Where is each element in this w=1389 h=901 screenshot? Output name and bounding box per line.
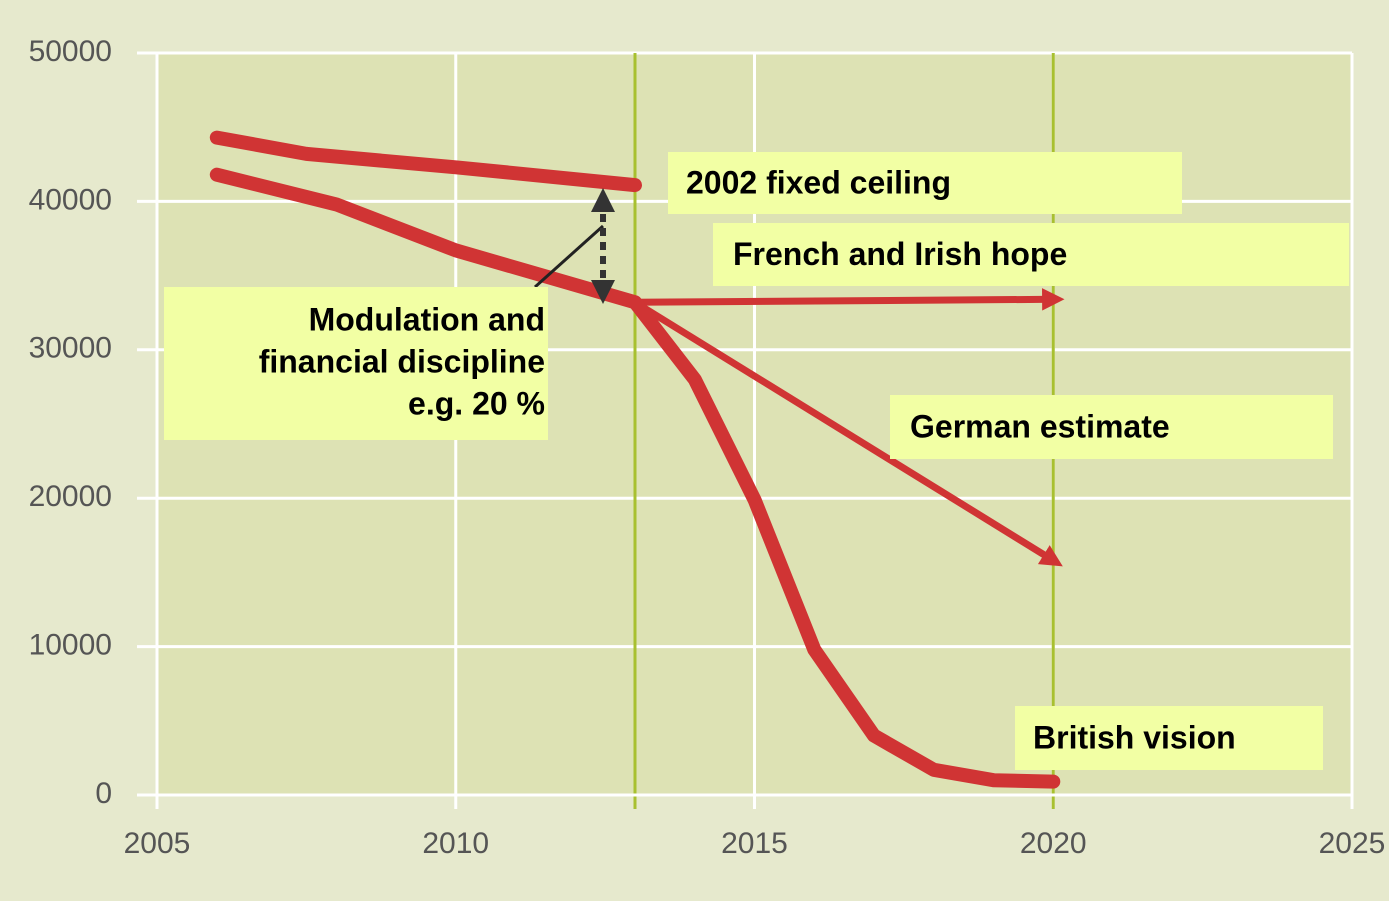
y-tick-label: 20000 (29, 480, 112, 513)
series-label: British vision (1033, 719, 1236, 755)
label-box (890, 395, 1333, 459)
series-line (628, 295, 1061, 789)
y-tick-label: 40000 (29, 183, 112, 216)
series-label: German estimate (910, 408, 1170, 444)
series-line (634, 288, 1065, 311)
label-box (668, 152, 1182, 214)
label-box (164, 287, 548, 440)
x-tick-label: 2005 (124, 827, 191, 860)
series-label: 2002 fixed ceiling (686, 164, 951, 200)
x-tick-label: 2020 (1020, 827, 1087, 860)
y-tick-label: 10000 (29, 629, 112, 662)
y-tick-label: 50000 (29, 35, 112, 68)
x-tick-label: 2025 (1319, 827, 1386, 860)
annotation: financial discipline (259, 343, 545, 379)
annotation: Modulation and (309, 301, 545, 337)
x-tick-label: 2010 (422, 827, 489, 860)
annotation: e.g. 20 % (408, 385, 545, 421)
x-tick-label: 2015 (721, 827, 788, 860)
series-label: French and Irish hope (733, 236, 1067, 272)
label-box (713, 223, 1349, 286)
y-tick-label: 30000 (29, 332, 112, 365)
y-tick-label: 0 (95, 777, 112, 810)
label-box (1015, 706, 1323, 770)
series-line (209, 130, 642, 193)
series-line (633, 299, 1063, 567)
